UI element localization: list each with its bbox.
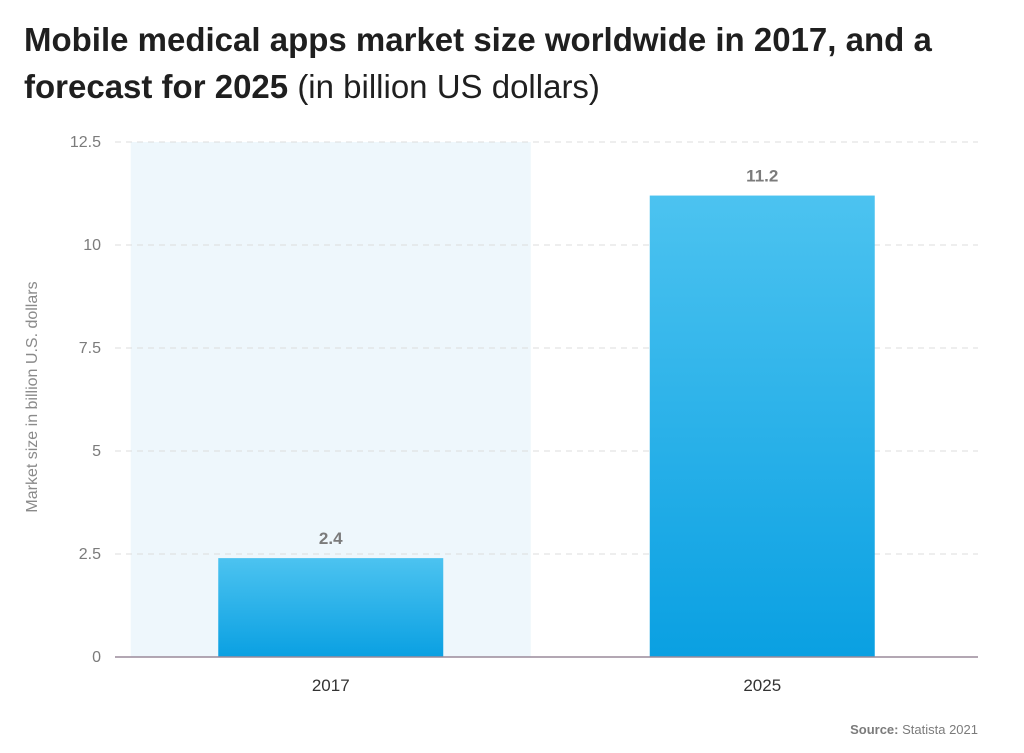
- y-tick-label: 5: [92, 443, 101, 460]
- y-tick-label: 7.5: [79, 340, 101, 357]
- x-tick-label-2025: 2025: [743, 676, 781, 695]
- source-value: Statista 2021: [902, 722, 978, 737]
- source-label: Source:: [850, 722, 899, 737]
- data-label-2017: 2.4: [319, 529, 343, 548]
- y-tick-label: 10: [83, 237, 101, 254]
- y-tick-label: 0: [92, 649, 101, 666]
- data-label-2025: 11.2: [746, 167, 778, 186]
- chart-title-main: Mobile medical apps market size worldwid…: [24, 21, 932, 105]
- chart-title: Mobile medical apps market size worldwid…: [24, 16, 1004, 110]
- y-tick-label: 2.5: [79, 546, 101, 563]
- bar-2017[interactable]: [218, 558, 444, 657]
- source-note: Source: Statista 2021: [850, 722, 978, 737]
- chart-title-unit: (in billion US dollars): [297, 68, 600, 105]
- x-tick-label-2017: 2017: [312, 676, 350, 695]
- bar-2025[interactable]: [649, 195, 875, 657]
- y-tick-label: 12.5: [70, 134, 101, 151]
